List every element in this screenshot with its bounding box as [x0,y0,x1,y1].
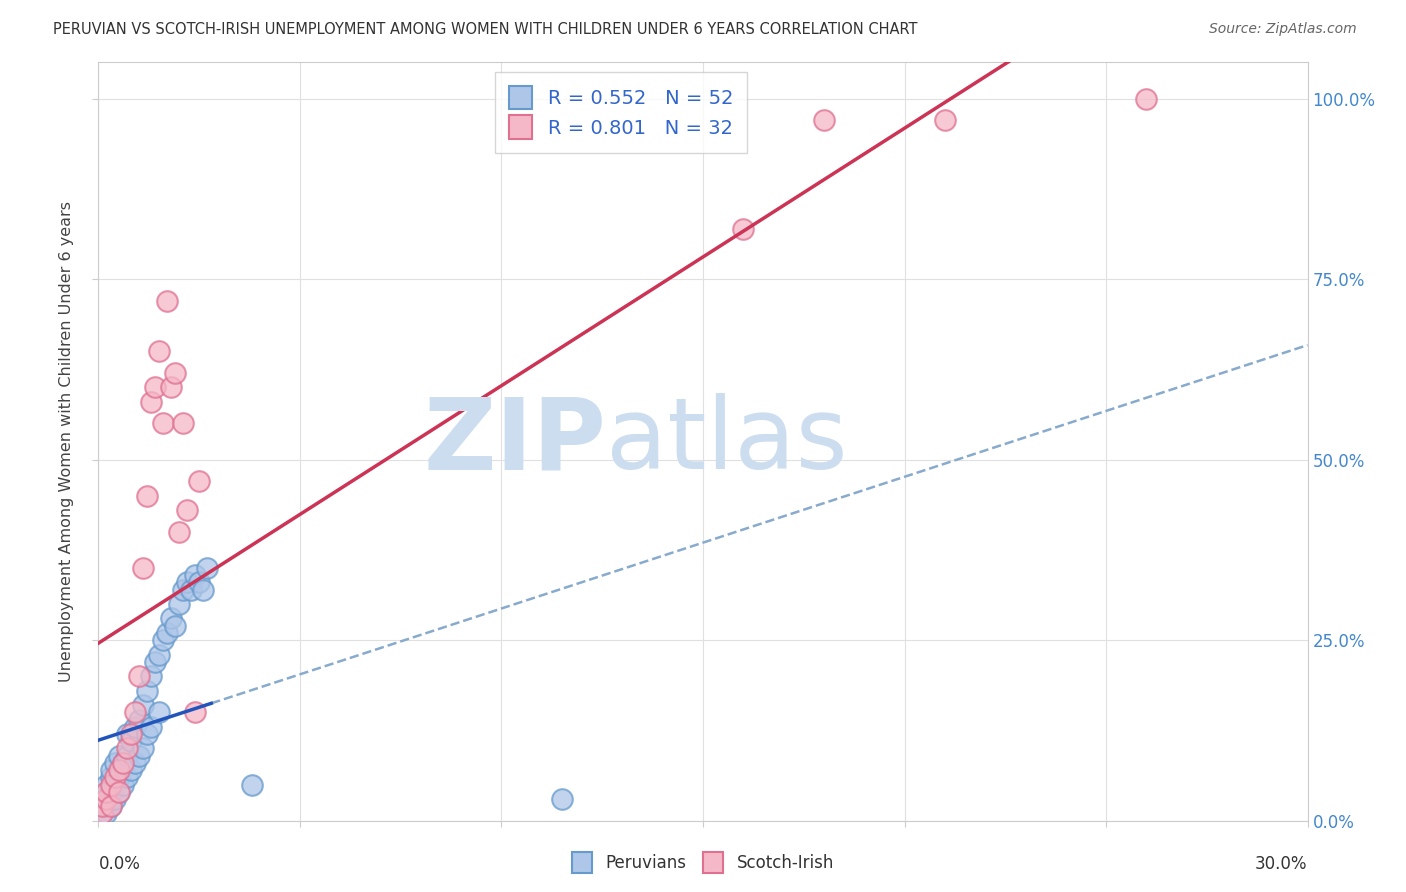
Point [120,734,142,748]
Point [96,778,118,792]
Text: ZIP: ZIP [423,393,606,490]
Point [148,648,170,662]
Point [120,727,142,741]
Point [163,618,186,632]
Point [91,792,114,806]
Point [128,713,150,727]
Point [156,293,179,308]
Point [135,727,157,741]
Y-axis label: Unemployment Among Women with Children Under 6 years: Unemployment Among Women with Children U… [59,201,75,682]
Point [107,763,129,777]
Point [124,756,146,770]
Point [152,417,174,431]
Text: PERUVIAN VS SCOTCH-IRISH UNEMPLOYMENT AMONG WOMEN WITH CHILDREN UNDER 6 YEARS CO: PERUVIAN VS SCOTCH-IRISH UNEMPLOYMENT AM… [53,22,918,37]
Point [184,568,207,582]
Point [180,582,202,597]
Point [103,770,125,784]
Point [115,741,138,756]
Point [135,683,157,698]
Point [132,741,155,756]
Point [103,756,125,770]
Point [813,113,835,128]
Point [111,756,134,770]
Point [91,799,114,814]
Point [100,799,122,814]
Point [143,380,166,394]
Point [135,489,157,503]
Point [160,611,183,625]
Point [111,756,134,770]
Point [100,778,122,792]
Point [91,806,114,821]
Point [148,344,170,359]
Point [96,799,118,814]
Point [103,792,125,806]
Point [115,727,138,741]
Point [100,799,122,814]
Point [176,503,198,517]
Point [96,785,118,799]
Point [100,770,122,784]
Point [163,366,186,380]
Point [1135,91,1157,105]
Point [100,792,122,806]
Point [91,806,114,821]
Point [551,792,574,806]
Point [184,706,207,720]
Point [139,669,162,683]
Point [176,575,198,590]
Point [160,380,183,394]
Point [115,770,138,784]
Point [132,561,155,575]
Point [128,748,150,763]
Point [132,698,155,712]
Point [188,475,211,489]
Point [107,770,129,784]
Point [91,799,114,814]
Text: 30.0%: 30.0% [1256,855,1308,873]
Legend: Peruvians, Scotch-Irish: Peruvians, Scotch-Irish [565,846,841,880]
Point [124,720,146,734]
Text: Source: ZipAtlas.com: Source: ZipAtlas.com [1209,22,1357,37]
Point [107,785,129,799]
Point [115,748,138,763]
Point [143,655,166,669]
Point [733,221,755,235]
Point [139,394,162,409]
Point [103,778,125,792]
Point [193,582,215,597]
Point [100,763,122,777]
Point [111,778,134,792]
Point [156,626,179,640]
Point [107,748,129,763]
Point [128,669,150,683]
Point [152,633,174,648]
Text: 0.0%: 0.0% [98,855,141,873]
Point [96,792,118,806]
Legend: R = 0.552   N = 52, R = 0.801   N = 32: R = 0.552 N = 52, R = 0.801 N = 32 [495,72,747,153]
Point [934,113,956,128]
Point [167,597,190,611]
Point [148,706,170,720]
Point [120,763,142,777]
Point [195,561,218,575]
Point [167,524,190,539]
Point [172,582,194,597]
Point [96,785,118,799]
Text: atlas: atlas [606,393,848,490]
Point [172,417,194,431]
Point [188,575,211,590]
Point [139,720,162,734]
Point [107,785,129,799]
Point [96,806,118,821]
Point [240,778,263,792]
Point [100,785,122,799]
Point [124,706,146,720]
